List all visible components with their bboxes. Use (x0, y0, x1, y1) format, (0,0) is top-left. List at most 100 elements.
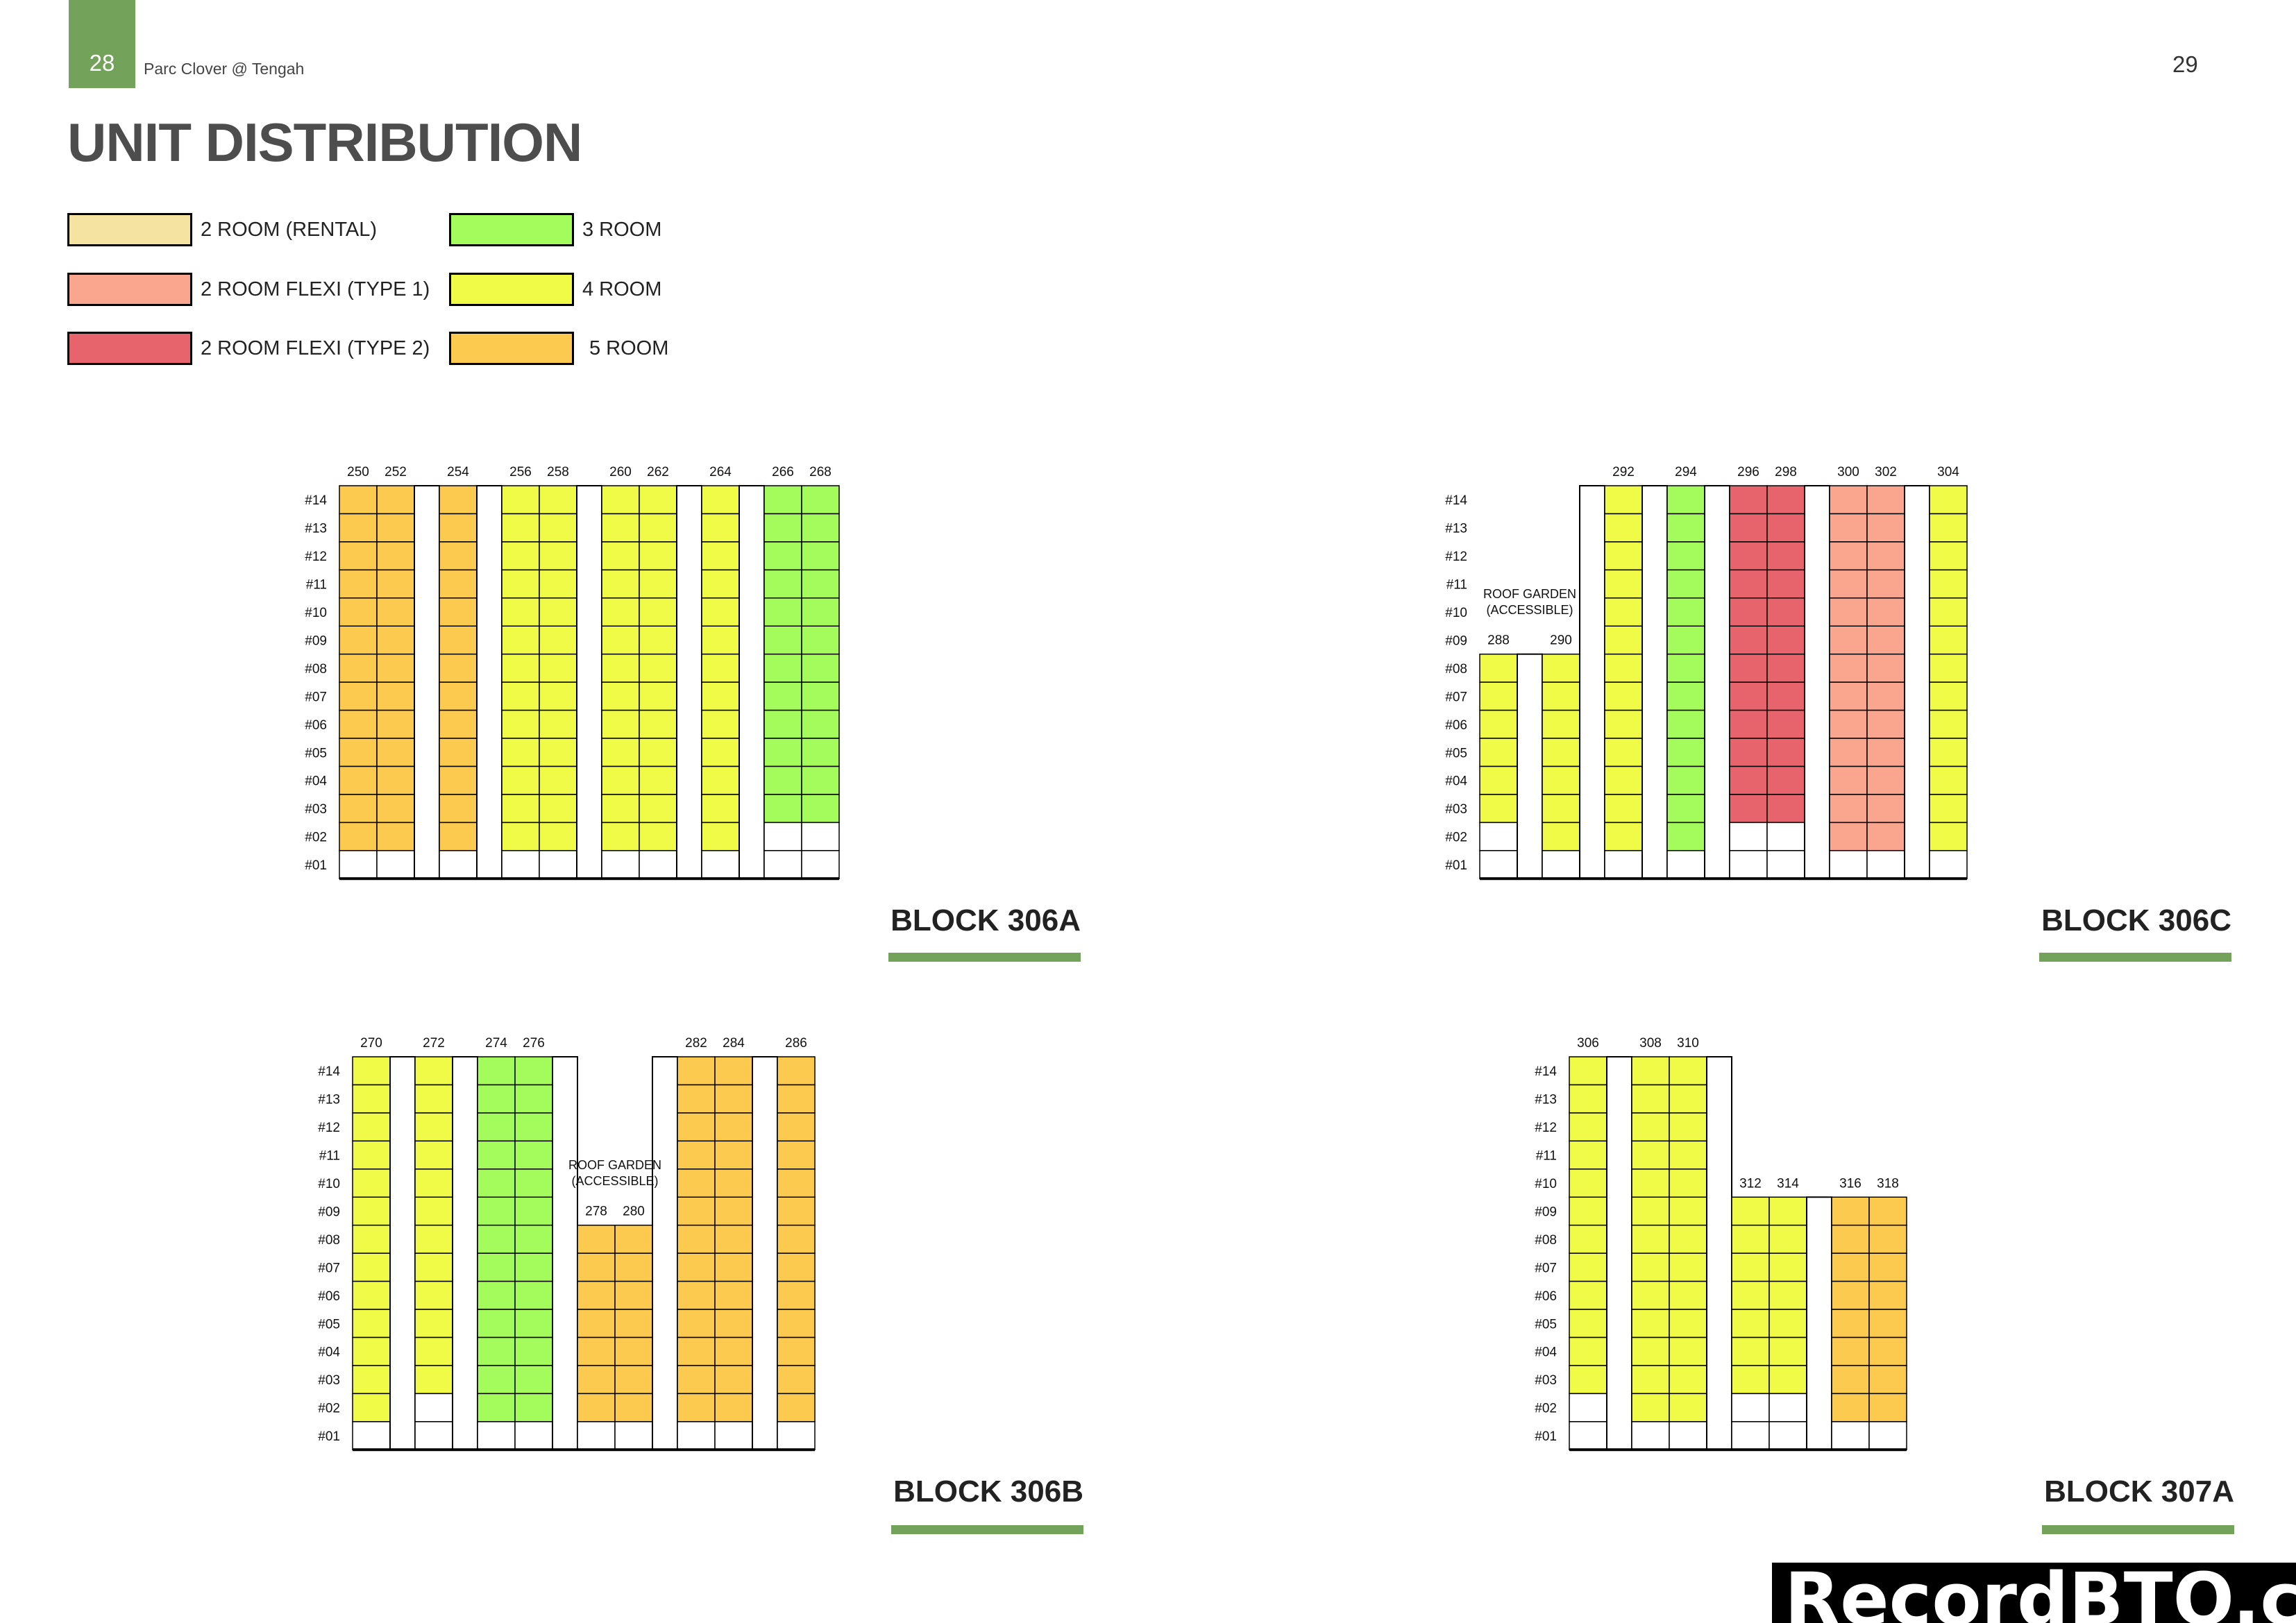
unit-cell (1866, 738, 1905, 767)
floor-label: #03 (318, 1373, 340, 1388)
floor-label: #13 (1535, 1093, 1557, 1107)
unit-cell (601, 822, 640, 851)
unit-cell (777, 1365, 816, 1395)
unit-cell (339, 569, 378, 599)
unit-cell (1666, 765, 1705, 795)
floor-label: #11 (306, 578, 327, 593)
unit-cell (1669, 1280, 1707, 1310)
unit-cell (376, 653, 415, 683)
void-column (1606, 1056, 1632, 1451)
unit-cell (414, 1309, 453, 1339)
floor-label: #10 (1535, 1177, 1557, 1191)
unit-cell (339, 625, 378, 655)
unit-cell (1766, 794, 1805, 824)
watermark-text: RecordBTO.com (1784, 1563, 2296, 1623)
unit-cell (639, 765, 677, 795)
unit-cell (777, 1169, 816, 1198)
block-underline (888, 953, 1081, 962)
unit-cell (1631, 1421, 1670, 1451)
unit-cell (477, 1224, 516, 1254)
floor-label: #14 (1445, 493, 1467, 508)
unit-cell (1868, 1393, 1907, 1422)
legend-label: 5 ROOM (589, 337, 669, 359)
unit-cell (339, 681, 378, 711)
unit-cell (477, 1056, 516, 1086)
unit-cell (1669, 1112, 1707, 1142)
unit-cell (477, 1365, 516, 1395)
unit-cell (439, 569, 478, 599)
unit-cell (777, 1084, 816, 1114)
unit-cell (1631, 1393, 1670, 1422)
unit-cell (539, 485, 577, 515)
unit-cell (763, 738, 802, 767)
floor-label: #12 (305, 550, 327, 564)
unit-cell (1669, 1140, 1707, 1170)
unit-cell (1829, 822, 1868, 851)
unit-number-label: 316 (1839, 1176, 1862, 1191)
unit-cell (777, 1393, 816, 1422)
unit-cell (352, 1336, 391, 1366)
floor-label: #11 (1446, 578, 1467, 593)
floor-label: #02 (318, 1402, 340, 1416)
floor-label: #02 (305, 831, 327, 845)
unit-cell (577, 1336, 616, 1366)
unit-cell (1631, 1169, 1670, 1198)
floor-label: #06 (305, 718, 327, 733)
unit-cell (514, 1084, 553, 1114)
unit-cell (1766, 485, 1805, 515)
unit-cell (1479, 850, 1518, 880)
unit-cell (801, 794, 840, 824)
unit-cell (677, 1140, 716, 1170)
unit-cell (763, 653, 802, 683)
block-underline (2039, 953, 2231, 962)
unit-cell (1569, 1252, 1607, 1282)
unit-cell (1929, 709, 1968, 739)
legend-label: 2 ROOM (RENTAL) (201, 218, 378, 241)
unit-cell (539, 653, 577, 683)
unit-cell (1479, 794, 1518, 824)
floor-label: #02 (1535, 1402, 1557, 1416)
unit-cell (477, 1084, 516, 1114)
unit-cell (1766, 850, 1805, 880)
unit-cell (1631, 1252, 1670, 1282)
legend-item-2room-rental: 2 ROOM (RENTAL) (67, 213, 377, 246)
unit-cell (639, 850, 677, 880)
unit-number-label: 298 (1775, 465, 1797, 479)
floor-label: #07 (305, 690, 327, 704)
unit-cell (1479, 709, 1518, 739)
unit-cell (352, 1280, 391, 1310)
unit-cell (1831, 1421, 1870, 1451)
floor-label: #10 (318, 1177, 340, 1191)
unit-cell (352, 1084, 391, 1114)
unit-cell (1729, 738, 1768, 767)
unit-cell (801, 738, 840, 767)
unit-number-label: 318 (1877, 1176, 1899, 1191)
floor-label: #09 (1535, 1205, 1557, 1219)
unit-cell (339, 822, 378, 851)
unit-cell (777, 1196, 816, 1226)
unit-cell (601, 850, 640, 880)
unit-cell (1866, 765, 1905, 795)
unit-cell (601, 765, 640, 795)
floor-label: #04 (305, 774, 327, 789)
unit-cell (539, 822, 577, 851)
unit-number-label: 276 (523, 1036, 545, 1051)
unit-cell (1766, 625, 1805, 655)
unit-cell (501, 794, 540, 824)
unit-cell (639, 625, 677, 655)
unit-cell (501, 681, 540, 711)
unit-cell (477, 1252, 516, 1282)
unit-cell (1604, 822, 1643, 851)
floor-label: #08 (305, 662, 327, 677)
unit-number-label: 310 (1677, 1036, 1699, 1051)
unit-cell (501, 513, 540, 543)
unit-cell (477, 1309, 516, 1339)
floor-label: #05 (1535, 1317, 1557, 1332)
unit-cell (801, 653, 840, 683)
unit-cell (577, 1393, 616, 1422)
unit-cell (439, 597, 478, 627)
floor-label: #13 (305, 522, 327, 536)
unit-cell (1766, 541, 1805, 571)
legend-item-4room: 4 ROOM (449, 273, 661, 306)
unit-cell (677, 1112, 716, 1142)
